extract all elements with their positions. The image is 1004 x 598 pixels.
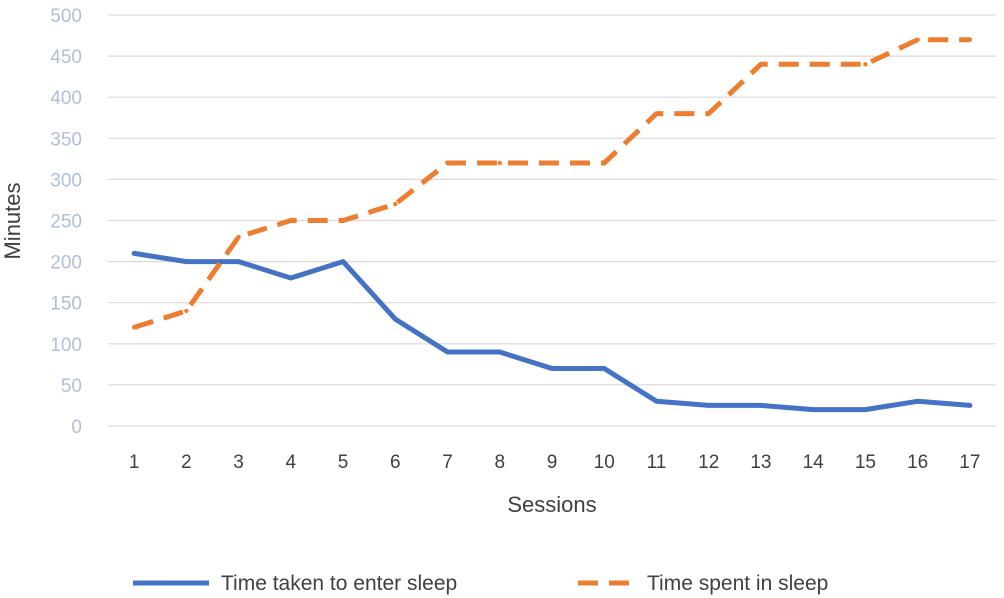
x-axis-ticks: 1 2 3 4 5 6 7 8 9 10 11 12 13 14 15 16 17: [129, 452, 981, 473]
data-point: [863, 62, 868, 67]
series-line-1: [131, 250, 973, 413]
data-point: [236, 259, 241, 264]
data-point: [445, 349, 450, 355]
x-tick-label: 13: [750, 452, 771, 473]
data-point: [863, 407, 868, 412]
x-tick-label: 2: [181, 452, 192, 473]
data-point: [706, 403, 711, 408]
data-point: [131, 251, 137, 256]
data-point: [288, 275, 294, 281]
y-tick-label: 0: [71, 417, 82, 438]
x-axis-title: Sessions: [507, 492, 596, 517]
x-tick-label: 10: [594, 452, 615, 473]
series-line-2: [133, 37, 970, 330]
data-point: [915, 399, 920, 404]
y-tick-label: 150: [50, 294, 82, 315]
data-point: [393, 201, 398, 207]
data-point: [967, 403, 973, 408]
data-point: [810, 407, 816, 412]
y-tick-label: 100: [50, 335, 82, 356]
x-tick-label: 8: [494, 452, 505, 473]
gridlines: [108, 14, 996, 427]
x-tick-label: 17: [959, 452, 980, 473]
x-tick-label: 5: [338, 452, 349, 473]
data-point: [654, 111, 659, 116]
legend-label-1: Time taken to enter sleep: [221, 572, 457, 595]
data-point: [497, 160, 502, 166]
data-point: [549, 160, 555, 166]
data-point: [393, 316, 398, 322]
data-point: [810, 62, 816, 67]
x-tick-label: 4: [286, 452, 297, 473]
y-tick-label: 250: [50, 212, 82, 233]
x-tick-label: 3: [233, 452, 244, 473]
data-point: [654, 399, 659, 404]
y-tick-label: 450: [50, 47, 82, 68]
y-tick-label: 500: [50, 6, 82, 27]
data-point: [288, 218, 294, 223]
data-point: [184, 259, 189, 264]
data-point: [602, 366, 607, 371]
y-axis-title: Minutes: [0, 182, 25, 259]
data-point: [340, 259, 346, 264]
series-lines: [131, 37, 973, 413]
x-tick-label: 14: [803, 452, 825, 473]
x-tick-label: 16: [907, 452, 928, 473]
data-point: [131, 325, 137, 330]
data-point: [445, 160, 450, 166]
legend: Time taken to enter sleep Time spent in s…: [133, 572, 828, 595]
data-point: [706, 111, 711, 116]
y-tick-label: 400: [50, 88, 82, 109]
data-point: [184, 308, 189, 314]
y-tick-label: 300: [50, 170, 82, 191]
x-tick-label: 7: [442, 452, 453, 473]
data-point: [236, 234, 241, 240]
x-tick-label: 6: [390, 452, 401, 473]
data-point: [340, 218, 346, 223]
x-tick-label: 9: [547, 452, 558, 473]
y-axis-ticks: 0 50 100 150 200 250 300 350 400 450 500: [50, 6, 82, 438]
data-point: [758, 403, 764, 408]
data-point: [549, 366, 555, 371]
y-tick-label: 50: [61, 376, 82, 397]
x-tick-label: 11: [647, 452, 667, 473]
data-point: [915, 37, 920, 42]
data-point: [758, 62, 764, 67]
y-tick-label: 350: [50, 129, 82, 150]
y-tick-label: 200: [50, 253, 82, 274]
data-point: [967, 37, 973, 42]
data-point: [602, 160, 607, 166]
legend-label-2: Time spent in sleep: [647, 572, 828, 595]
x-tick-label: 15: [855, 452, 876, 473]
x-tick-label: 12: [698, 452, 719, 473]
data-point: [497, 349, 502, 355]
x-tick-label: 1: [129, 452, 140, 473]
